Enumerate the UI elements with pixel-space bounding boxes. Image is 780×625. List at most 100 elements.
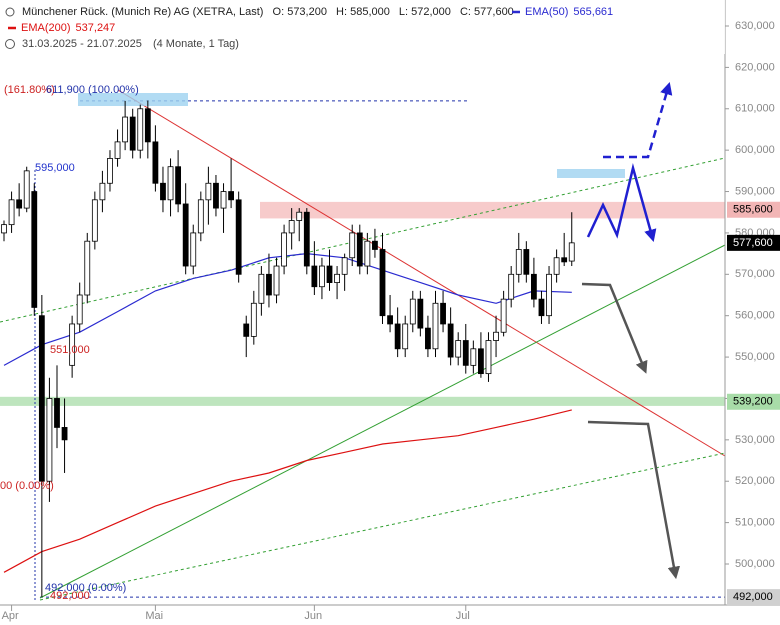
legend: EMA(50) 565,661 EMA(200) 537,247: [8, 6, 613, 34]
candle-body: [129, 116, 136, 151]
candle-body: [364, 240, 371, 267]
legend-name: EMA(200): [21, 22, 71, 34]
period-line: 31.03.2025 - 21.07.2025 (4 Monate, 1 Tag…: [22, 38, 239, 50]
candle-body: [326, 265, 333, 283]
y-tick-label: 600,000: [735, 144, 775, 156]
trend-line: [39, 244, 726, 599]
fib-label: 551,000: [50, 344, 90, 356]
y-tick-label: 590,000: [735, 185, 775, 197]
price-tag: [727, 393, 780, 410]
candle-body: [394, 323, 401, 350]
candle-body: [568, 242, 575, 262]
candle-body: [258, 273, 265, 304]
fib-label: 611,900 (100.00%): [46, 84, 139, 96]
candle-body: [356, 232, 363, 267]
candle-body: [515, 249, 522, 275]
candle-body: [334, 273, 340, 283]
candle-body: [152, 141, 159, 184]
candle-body: [409, 298, 416, 325]
x-tick-label: Apr: [2, 610, 19, 622]
candle-body: [281, 232, 287, 267]
candle-body: [38, 315, 45, 482]
candle-body: [311, 265, 318, 288]
candle-body: [349, 232, 356, 259]
candle-body: [16, 199, 23, 209]
legend-value: 537,247: [76, 22, 116, 34]
candle-body: [447, 323, 454, 358]
candle-body: [84, 240, 91, 296]
candle-body: [107, 158, 113, 184]
candle-body: [425, 327, 431, 350]
candle-body: [508, 273, 515, 300]
candle-body: [303, 211, 310, 267]
price-tag-label: 585,600: [733, 204, 773, 216]
candle-body: [500, 298, 507, 333]
candle-body: [160, 182, 166, 201]
candle-body: [319, 265, 325, 288]
candle-body: [485, 340, 492, 375]
candle-body: [553, 257, 560, 275]
fib-label: 595,000: [35, 162, 75, 174]
ohlc-value: L: 572,000: [399, 6, 451, 18]
candle-body: [197, 199, 204, 234]
candle-body: [478, 348, 484, 375]
scenario-arrow: [581, 282, 648, 374]
y-tick-label: 570,000: [735, 268, 775, 280]
candle-body: [76, 294, 83, 325]
candle-body: [46, 398, 53, 482]
candle-body: [266, 273, 272, 296]
candle-body: [387, 315, 393, 325]
trend-line: [0, 157, 726, 323]
candle-body: [220, 191, 227, 209]
candle-body: [440, 302, 446, 325]
candle-body: [23, 170, 30, 209]
candle-body: [31, 191, 38, 308]
candle-body: [432, 302, 439, 350]
candle-body: [213, 182, 219, 209]
price-tag-label: 492,000: [733, 591, 773, 603]
clock-icon: [5, 39, 15, 49]
candle-body: [531, 273, 537, 300]
candle-body: [273, 265, 280, 296]
candle-body: [91, 199, 98, 242]
scenario-arrow: [586, 163, 657, 243]
period: 31.03.2025 - 21.07.2025: [22, 38, 142, 50]
period-note: (4 Monate, 1 Tag): [153, 38, 239, 50]
candle-body: [182, 203, 189, 267]
candle-body: [379, 249, 386, 317]
scenario-arrow: [603, 81, 673, 159]
candle-body: [1, 224, 7, 234]
scenario-arrow: [587, 420, 681, 580]
y-tick-label: 500,000: [735, 558, 775, 570]
y-tick-label: 550,000: [735, 351, 775, 363]
legend-value: 565,661: [573, 6, 613, 18]
candle-body: [417, 298, 424, 329]
candle-body: [538, 298, 545, 317]
y-tick-label: 630,000: [735, 20, 775, 32]
fib-label: (161.80%): [4, 84, 55, 96]
instrument-title: Münchener Rück. (Munich Re) AG (XETRA, L…: [22, 6, 263, 18]
legend-name: EMA(50): [525, 6, 568, 18]
x-tick-label: Jul: [456, 610, 470, 622]
trend-line: [39, 452, 726, 601]
candle-body: [523, 249, 530, 275]
header-bg: [0, 0, 725, 54]
y-tick-label: 510,000: [735, 517, 775, 529]
candle-body: [54, 398, 60, 428]
ohlc-value: H: 585,000: [336, 6, 390, 18]
candle-body: [470, 348, 477, 366]
candle-body: [546, 273, 552, 317]
y-tick-label: 520,000: [735, 475, 775, 487]
trend-line: [117, 89, 726, 457]
ohlc-value: C: 577,600: [460, 6, 514, 18]
price-tag: [727, 201, 780, 218]
ema-line: [3, 409, 572, 573]
fib-label: 492,000: [50, 590, 90, 602]
candle-body: [61, 427, 68, 441]
x-tick-label: Jun: [304, 610, 322, 622]
candle-body: [462, 340, 469, 366]
candle-body: [372, 240, 378, 250]
candle-body: [205, 182, 212, 201]
candle-body: [190, 232, 197, 267]
candle-body: [175, 166, 182, 205]
